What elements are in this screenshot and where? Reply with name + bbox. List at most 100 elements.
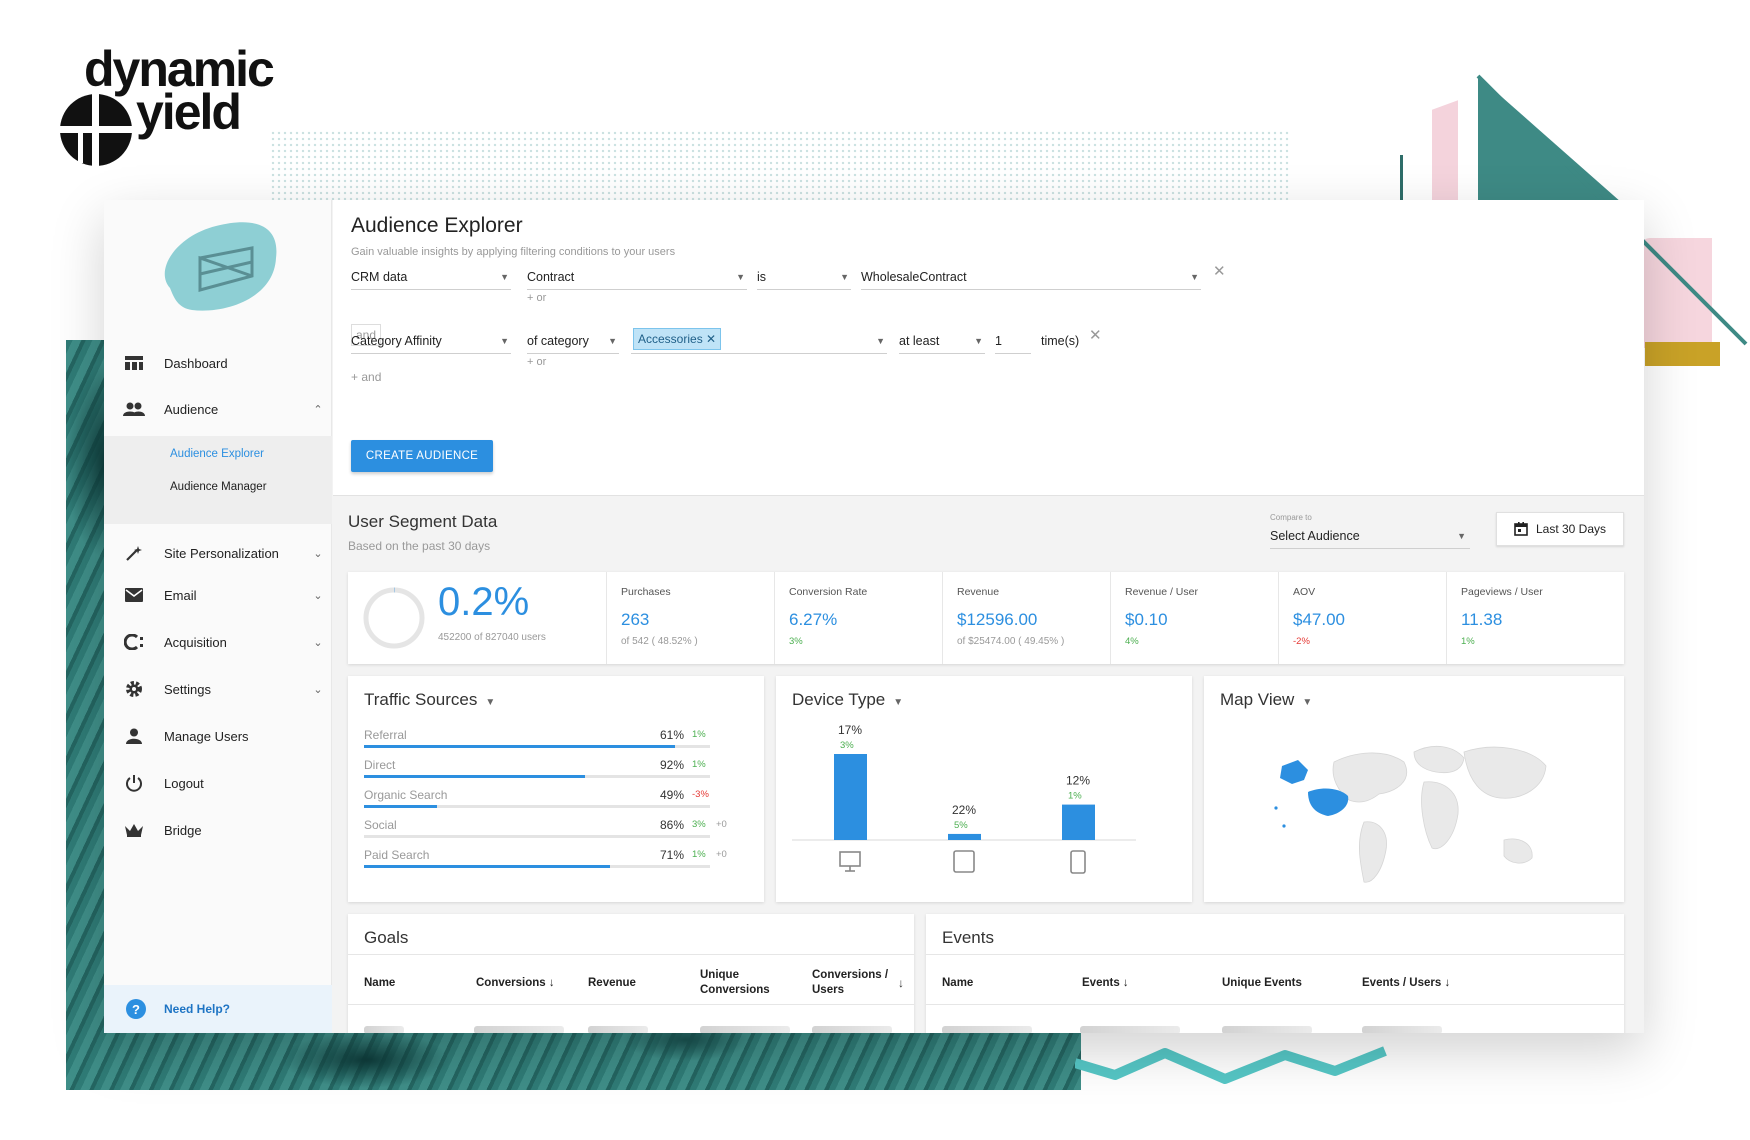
device-bar-change: 5% — [954, 820, 968, 831]
condition-value-select[interactable]: WholesaleContract ▼ — [861, 266, 1201, 290]
column-header-name[interactable]: Name — [942, 977, 974, 989]
chevron-down-icon: ⌄ — [313, 589, 323, 602]
category-multiselect[interactable]: ▼ — [631, 330, 887, 354]
sidebar-item-logout[interactable]: Logout — [104, 760, 332, 806]
need-help-link[interactable]: ? Need Help? — [104, 985, 332, 1033]
device-bar-label: 12% — [1066, 774, 1090, 788]
traffic-sources-title[interactable]: Traffic Sources ▼ — [364, 690, 495, 710]
select-value: is — [757, 270, 767, 284]
map-view-title[interactable]: Map View ▼ — [1220, 690, 1312, 710]
sidebar-item-label: Dashboard — [164, 355, 228, 371]
sidebar-item-acquisition[interactable]: Acquisition ⌄ — [104, 619, 332, 665]
column-header-unique-conversions[interactable]: Unique Conversions — [700, 969, 770, 996]
sidebar-item-label: Manage Users — [164, 728, 249, 744]
traffic-source-change: -3% — [692, 789, 709, 800]
sidebar-item-bridge[interactable]: Bridge — [104, 807, 332, 853]
sort-down-icon: ↓ — [1122, 977, 1129, 989]
column-header-name[interactable]: Name — [364, 977, 396, 989]
column-header-revenue[interactable]: Revenue — [588, 977, 636, 989]
condition-source-select[interactable]: CRM data ▼ — [351, 266, 511, 290]
and-label: and — [351, 324, 381, 346]
world-map — [1274, 745, 1547, 883]
traffic-source-name: Social — [364, 818, 397, 832]
traffic-source-percent: 86% — [659, 818, 684, 832]
sidebar-item-label: Bridge — [164, 822, 202, 838]
caret-down-icon: ▼ — [736, 272, 745, 282]
map-view-card: Map View ▼ — [1204, 676, 1624, 902]
sidebar-item-dashboard[interactable]: Dashboard — [104, 340, 332, 386]
caret-down-icon: ▼ — [500, 272, 509, 282]
column-header-conversions-per-user[interactable]: Conversions / Users — [812, 969, 889, 996]
audience-explorer-panel: Audience Explorer Gain valuable insights… — [333, 200, 1644, 496]
sidebar-item-settings[interactable]: Settings ⌄ — [104, 666, 332, 712]
metric-change: -2% — [1293, 636, 1310, 647]
card-title-label: Device Type — [792, 690, 886, 709]
sidebar-item-label: Acquisition — [164, 634, 227, 650]
add-or-link[interactable]: + or — [527, 356, 547, 368]
traffic-source-name: Direct — [364, 758, 396, 772]
tag-label: Accessories — [638, 332, 703, 346]
date-range-button[interactable]: Last 30 Days — [1496, 512, 1624, 546]
category-tag[interactable]: Accessories ✕ — [633, 328, 722, 350]
tag-remove-icon[interactable]: ✕ — [706, 332, 717, 346]
mail-icon — [104, 588, 164, 602]
sidebar-item-email[interactable]: Email ⌄ — [104, 572, 332, 618]
metric-value: 263 — [621, 610, 650, 629]
condition-operator-select[interactable]: is ▼ — [757, 266, 851, 290]
table-row-blurred — [812, 1026, 892, 1033]
traffic-source-bar-track — [364, 745, 710, 748]
column-header-events-per-user[interactable]: Events / Users ↓ — [1362, 976, 1450, 991]
count-unit: time(s) — [1041, 334, 1080, 348]
user-icon — [104, 728, 164, 744]
sidebar-subitem-audience-manager[interactable]: Audience Manager — [170, 481, 267, 493]
compare-audience-select[interactable]: Select Audience ▼ — [1270, 525, 1470, 549]
divider — [348, 954, 914, 955]
condition-field-select[interactable]: of category ▼ — [527, 330, 619, 354]
add-or-link[interactable]: + or — [527, 292, 547, 304]
column-header-unique-events[interactable]: Unique Events — [1222, 977, 1302, 989]
count-input[interactable]: 1 — [995, 330, 1031, 354]
metric-label: Revenue — [957, 586, 1000, 598]
metric-pageviews-per-user: Pageviews / User 11.38 1% — [1446, 572, 1616, 664]
column-header-events[interactable]: Events ↓ — [1082, 976, 1129, 991]
table-row-blurred — [1222, 1026, 1312, 1033]
sidebar-item-manage-users[interactable]: Manage Users — [104, 713, 332, 759]
segment-title: User Segment Data — [348, 512, 498, 531]
create-audience-button[interactable]: CREATE AUDIENCE — [351, 440, 493, 472]
goals-card: Goals Name Conversions ↓ Revenue Unique … — [348, 914, 914, 1033]
caret-down-icon: ▼ — [1190, 272, 1199, 282]
traffic-source-name: Paid Search — [364, 848, 430, 862]
traffic-source-bar-fill — [364, 805, 437, 808]
condition-operator-select[interactable]: at least ▼ — [899, 330, 985, 354]
metric-label: AOV — [1293, 586, 1316, 598]
select-value: Contract — [527, 270, 575, 284]
sidebar-item-label: Logout — [164, 775, 204, 791]
caret-down-icon: ▼ — [1457, 531, 1466, 541]
metric-change: 4% — [1125, 636, 1139, 647]
condition-field-select[interactable]: Contract ▼ — [527, 266, 747, 290]
remove-condition-icon[interactable]: ✕ — [1213, 263, 1226, 280]
condition-source-select[interactable]: Category Affinity ▼ — [351, 330, 511, 354]
sidebar-subitem-audience-explorer[interactable]: Audience Explorer — [170, 448, 264, 460]
decor-zigzag — [1075, 1046, 1387, 1084]
sidebar-item-audience[interactable]: Audience ⌃ — [104, 386, 332, 432]
sort-down-icon: ↓ — [898, 976, 904, 990]
traffic-sources-card: Traffic Sources ▼ Referral 61% 1% Direct 92% 1… — [348, 676, 764, 902]
traffic-source-change: 1% — [692, 849, 706, 860]
add-and-link[interactable]: + and — [351, 370, 382, 384]
sort-down-icon: ↓ — [548, 977, 555, 989]
column-header-conversions[interactable]: Conversions ↓ — [476, 976, 555, 991]
select-value: CRM data — [351, 270, 408, 284]
divider — [926, 1004, 1624, 1005]
caret-down-icon: ▼ — [485, 697, 496, 708]
sidebar-item-site-personalization[interactable]: Site Personalization ⌄ — [104, 530, 332, 576]
device-type-title[interactable]: Device Type ▼ — [792, 690, 903, 710]
device-bar-change: 3% — [840, 740, 854, 751]
traffic-source-percent: 71% — [659, 848, 684, 862]
tablet-icon — [953, 850, 975, 873]
column-header-label: Conversions — [476, 977, 546, 989]
remove-condition-icon[interactable]: ✕ — [1089, 327, 1102, 344]
decor-pink-block — [1640, 238, 1712, 348]
page-subtitle: Gain valuable insights by applying filte… — [351, 246, 676, 258]
